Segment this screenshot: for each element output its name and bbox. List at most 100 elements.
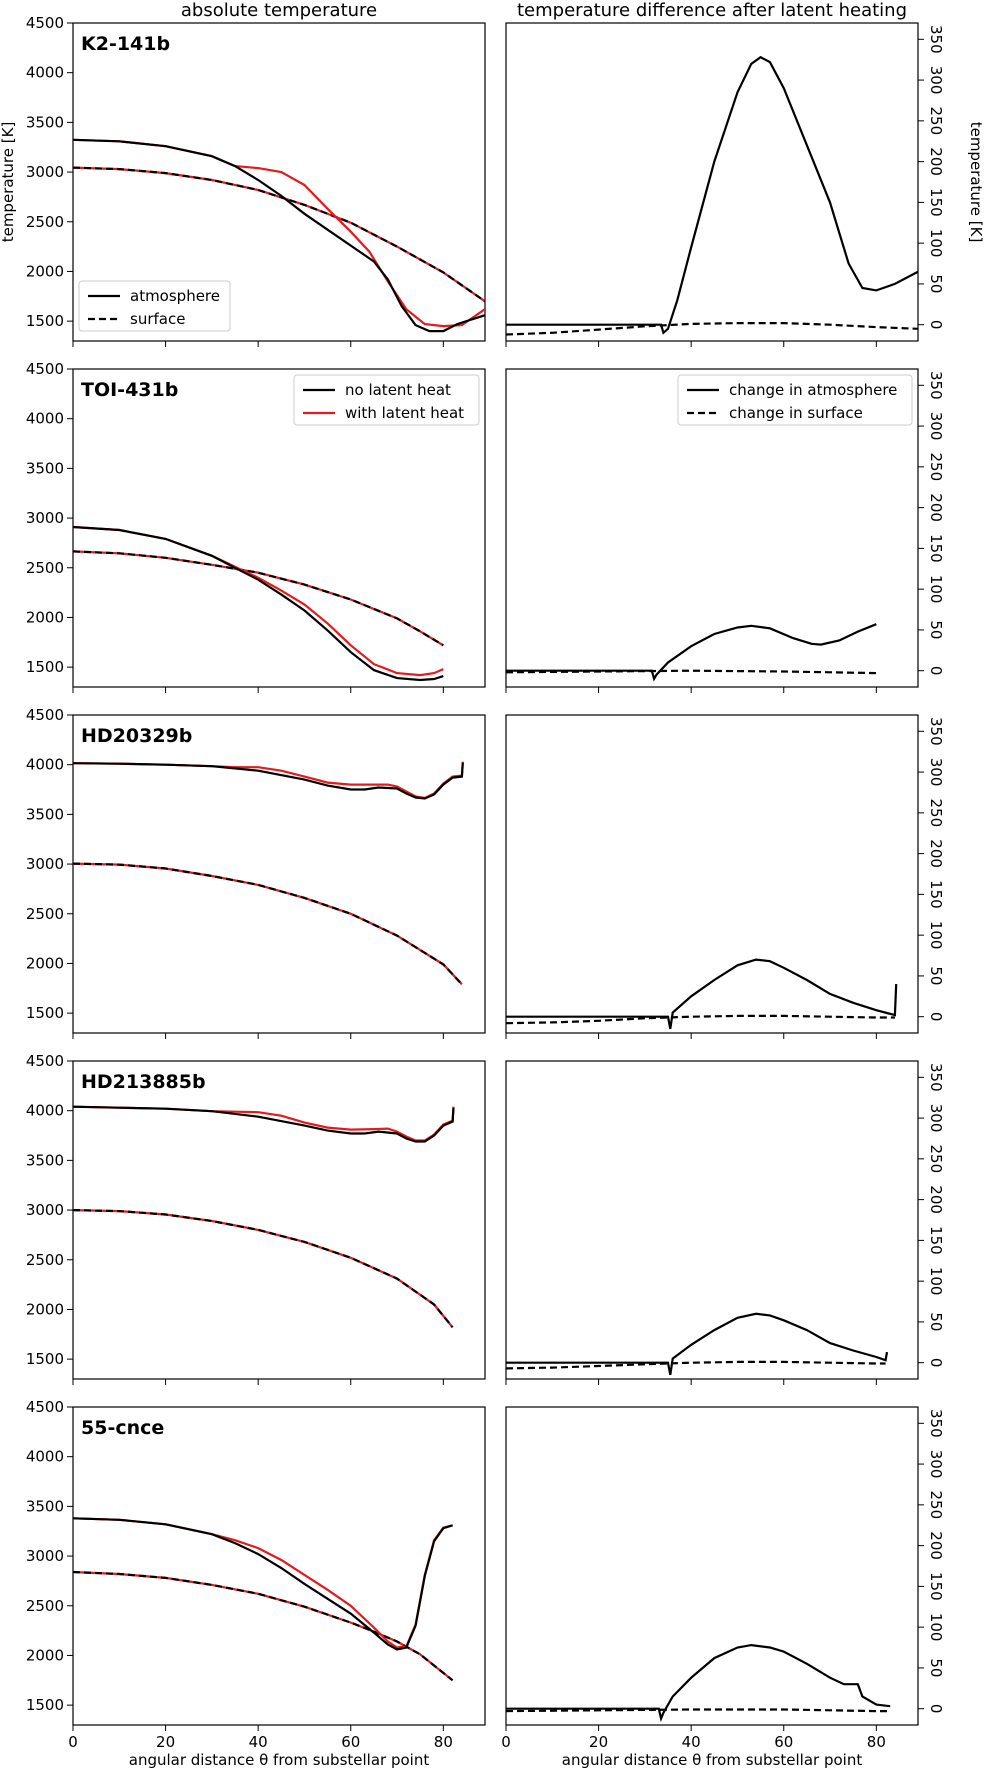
y-tick-label: 3500 [26,113,64,131]
y-tick-label: 300 [927,1104,945,1133]
y-tick-label: 1500 [26,1350,64,1368]
y-tick-label: 1500 [26,1004,64,1022]
y-tick-label: 2500 [26,1251,64,1269]
y-tick-label: 200 [927,839,945,868]
surface-no-latent-line [73,862,463,986]
left-panel-HD20329b: 1500 2000 2500 3000 3500 4000 4500 HD20329b [26,706,486,1039]
y-tick-label: 3500 [26,1151,64,1169]
x-tick-label: 20 [589,1733,608,1751]
y-tick-label: 50 [927,1312,945,1331]
right-column-title: temperature difference after latent heat… [517,0,907,21]
left-panel-K2-141b: 1500 2000 2500 3000 3500 4000 4500 K2-141b [26,14,486,347]
legend-latent-heat: no latent heat with latent heat [293,374,480,426]
planet-name: HD20329b [81,725,192,747]
legend-frame [293,374,480,426]
atmosphere-no-latent-line [73,1105,455,1143]
y-tick-label: 300 [927,1450,945,1479]
right-panel-55-cnce: 0 20 40 60 80 0 50 100 150 200 250 300 350 [501,1406,945,1751]
x-tick-label: 40 [249,1733,268,1751]
y-tick-label: 50 [927,274,945,293]
y-tick-label: 2000 [26,1646,64,1664]
right-panel-frame [505,22,919,342]
surface-with-latent-line [73,862,463,986]
atmosphere-no-latent-line [73,762,464,800]
y-tick-label: 1500 [26,312,64,330]
surface-with-latent-line [73,1209,454,1328]
legend-label: surface [130,310,185,328]
y-tick-label: 4000 [26,410,64,428]
surface-no-latent-line [73,550,444,647]
legend-change: change in atmosphere change in surface [677,374,913,426]
y-tick-label: 150 [927,880,945,909]
y-tick-label: 100 [927,921,945,950]
x-tick-label: 60 [341,1733,360,1751]
left-panel-55-cnce: 0 20 40 60 80 1500 2000 2500 3000 3500 4000 4500 55-… [26,1398,486,1751]
y-tick-label: 250 [927,1491,945,1520]
right-panel-frame [505,368,919,688]
right-x-axis-label: angular distance θ from substellar point [562,1751,863,1769]
y-tick-label: 300 [927,66,945,95]
y-tick-label: 250 [927,107,945,136]
y-tick-label: 4000 [26,1448,64,1466]
right-panel-K2-141b: 0 50 100 150 200 250 300 350 [505,22,945,347]
atmosphere-with-latent-line [73,1105,455,1142]
y-tick-label: 2500 [26,1597,64,1615]
left-column-title: absolute temperature [181,0,377,21]
y-tick-label: 3000 [26,163,64,181]
y-tick-label: 3000 [26,1547,64,1565]
y-tick-label: 200 [927,1185,945,1214]
atmosphere-with-latent-line [73,525,444,677]
change-in-atmosphere-line [506,623,877,682]
y-tick-label: 200 [927,1531,945,1560]
y-tick-label: 0 [927,666,945,676]
y-tick-label: 4000 [26,1102,64,1120]
y-tick-label: 50 [927,966,945,985]
y-tick-label: 100 [927,1613,945,1642]
change-in-atmosphere-line [506,1312,889,1376]
planet-name: TOI-431b [81,379,178,401]
y-tick-label: 200 [927,493,945,522]
left-series [73,525,444,682]
right-panel-HD20329b: 0 50 100 150 200 250 300 350 [505,714,945,1039]
left-panel-frame [72,22,486,342]
change-in-surface-line [506,1014,895,1025]
right-panel-TOI-431b: 0 50 100 150 200 250 300 350 [505,368,945,693]
y-tick-label: 3500 [26,459,64,477]
y-tick-label: 4000 [26,756,64,774]
planet-name: HD213885b [81,1071,206,1093]
y-tick-label: 0 [927,1358,945,1368]
y-tick-label: 150 [927,1572,945,1601]
x-tick-label: 80 [434,1733,453,1751]
left-series [73,1517,454,1682]
y-tick-label: 0 [927,320,945,330]
y-tick-label: 1500 [26,658,64,676]
y-tick-label: 3000 [26,1201,64,1219]
y-tick-label: 3000 [26,509,64,527]
legend-label: change in surface [729,404,863,422]
y-tick-label: 1500 [26,1696,64,1714]
legend-frame [677,374,913,426]
left-panel-frame [72,1406,486,1726]
y-tick-label: 2500 [26,213,64,231]
y-tick-label: 150 [927,534,945,563]
y-tick-label: 2000 [26,608,64,626]
y-tick-label: 350 [927,25,945,54]
y-tick-label: 100 [927,1267,945,1296]
atmosphere-with-latent-line [73,1517,453,1649]
y-tick-label: 250 [927,453,945,482]
atmosphere-no-latent-line [73,138,485,333]
y-tick-label: 3500 [26,805,64,823]
legend-label: no latent heat [345,381,451,399]
right-series [506,1643,891,1723]
y-tick-label: 100 [927,575,945,604]
atmosphere-no-latent-line [73,525,444,682]
left-panel-TOI-431b: 1500 2000 2500 3000 3500 4000 4500 TOI-431b [26,360,486,693]
y-tick-label: 350 [927,371,945,400]
y-tick-label: 300 [927,412,945,441]
x-tick-label: 0 [501,1733,511,1751]
change-in-atmosphere-line [506,1643,891,1723]
left-series [73,761,464,986]
legend-label: change in atmosphere [729,381,897,399]
planet-name: K2-141b [81,33,170,55]
